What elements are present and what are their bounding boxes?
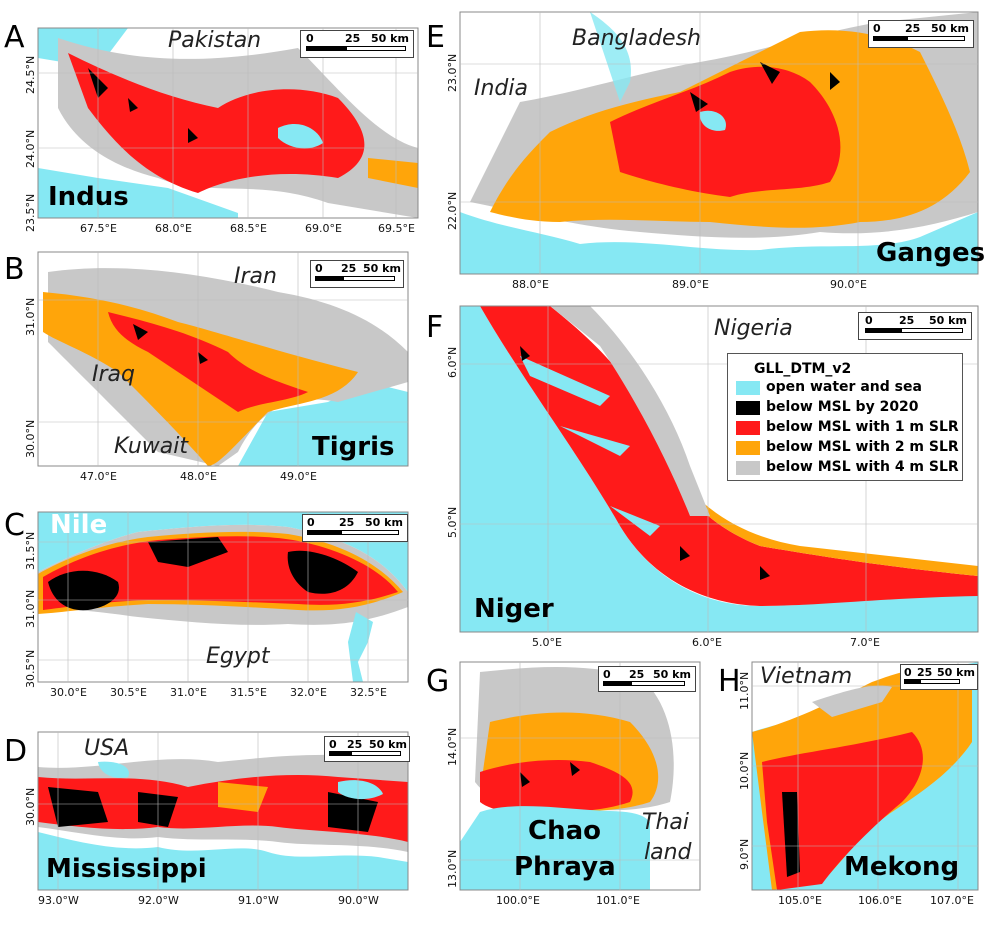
panel-a-indus: 0 25 50 km bbox=[37, 27, 419, 219]
country-label-nigeria: Nigeria bbox=[714, 316, 793, 341]
river-label-mekong: Mekong bbox=[844, 852, 960, 882]
scale-bar-d: 0 25 50 km bbox=[324, 736, 410, 762]
scale-bar-a: 0 25 50 km bbox=[300, 30, 414, 58]
country-label-thai: Thai bbox=[642, 810, 689, 835]
map-nile bbox=[37, 511, 409, 683]
panel-c-nile: 0 25 50 km bbox=[37, 511, 409, 683]
scale-bar-h: 0 25 50 km bbox=[900, 664, 978, 690]
country-label-bangladesh: Bangladesh bbox=[572, 26, 701, 51]
panel-letter-h: H bbox=[718, 664, 741, 699]
panel-letter-d: D bbox=[4, 734, 28, 769]
map-mekong bbox=[751, 661, 979, 891]
river-label-chao: Chao bbox=[528, 816, 601, 846]
country-label-land: land bbox=[644, 840, 692, 865]
river-label-nile: Nile bbox=[50, 510, 108, 540]
panel-d-mississippi: 0 25 50 km bbox=[37, 731, 410, 891]
country-label-india: India bbox=[474, 76, 528, 101]
country-label-vietnam: Vietnam bbox=[760, 664, 853, 689]
legend: GLL_DTM_v2 open water and sea below MSL … bbox=[727, 353, 963, 481]
country-label-iraq: Iraq bbox=[92, 362, 135, 387]
scale-bar-b: 0 25 50 km bbox=[310, 260, 404, 288]
scale-bar-g: 0 25 50 km bbox=[598, 666, 696, 692]
scale-bar-e: 0 25 50 km bbox=[868, 20, 974, 48]
country-label-usa: USA bbox=[84, 736, 130, 761]
scale-label-25: 25 bbox=[345, 32, 361, 45]
panel-letter-a: A bbox=[4, 20, 25, 55]
river-label-ganges: Ganges bbox=[876, 238, 986, 268]
panel-letter-g: G bbox=[426, 664, 450, 699]
country-label-iran: Iran bbox=[234, 264, 277, 289]
map-indus bbox=[37, 27, 419, 219]
panel-letter-c: C bbox=[4, 508, 25, 543]
panel-h-mekong: 0 25 50 km bbox=[751, 661, 979, 891]
scale-bar-c: 0 25 50 km bbox=[302, 514, 408, 542]
river-label-indus: Indus bbox=[48, 182, 129, 212]
panel-e-ganges: 0 25 50 km bbox=[459, 11, 979, 275]
panel-letter-b: B bbox=[4, 252, 25, 287]
panel-letter-e: E bbox=[426, 20, 445, 55]
legend-title: GLL_DTM_v2 bbox=[754, 361, 852, 377]
river-label-niger: Niger bbox=[474, 594, 554, 624]
panel-g-chao-phraya: 0 25 50 km bbox=[459, 661, 701, 891]
panel-letter-f: F bbox=[426, 310, 444, 345]
map-chao-phraya bbox=[459, 661, 701, 891]
country-label-egypt: Egypt bbox=[206, 644, 270, 669]
country-label-kuwait: Kuwait bbox=[114, 434, 188, 459]
map-ganges bbox=[459, 11, 979, 275]
river-label-phraya: Phraya bbox=[514, 852, 616, 882]
river-label-mississippi: Mississippi bbox=[46, 854, 207, 884]
scale-label-0: 0 bbox=[306, 32, 314, 45]
country-label-pakistan: Pakistan bbox=[168, 28, 262, 53]
panel-b-tigris: 0 25 50 km bbox=[37, 251, 409, 467]
river-label-tigris: Tigris bbox=[312, 432, 395, 462]
scale-label-50: 50 km bbox=[371, 32, 409, 45]
scale-bar-f: 0 25 50 km bbox=[858, 312, 972, 340]
